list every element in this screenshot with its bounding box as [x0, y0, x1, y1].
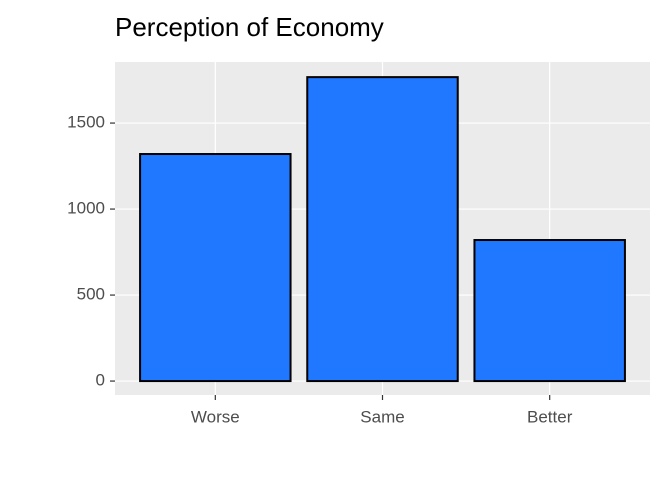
x-tick-label: Worse — [191, 407, 240, 426]
x-tick-label: Same — [360, 407, 404, 426]
chart-title: Perception of Economy — [115, 12, 384, 42]
x-tick-label: Better — [527, 407, 573, 426]
y-tick-label: 1500 — [67, 113, 105, 132]
bar — [139, 153, 292, 383]
y-tick-label: 0 — [96, 371, 105, 390]
bar — [306, 76, 459, 383]
y-tick-label: 1000 — [67, 199, 105, 218]
bar — [473, 239, 626, 383]
y-tick-label: 500 — [77, 285, 105, 304]
